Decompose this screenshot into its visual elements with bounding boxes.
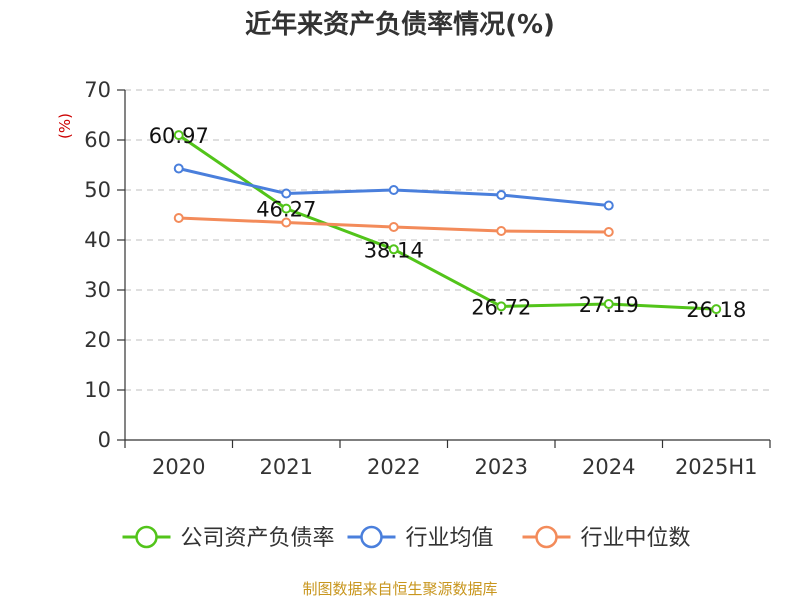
data-point: [496, 190, 507, 200]
legend-marker: [360, 525, 383, 549]
data-label: 60.97: [149, 124, 209, 148]
data-point: [496, 226, 507, 236]
y-tick-label: 40: [84, 228, 111, 252]
legend-item: 公司资产负债率: [122, 525, 335, 551]
data-label: 46.27: [256, 198, 316, 222]
source-note: 制图数据来自恒生聚源数据库: [302, 580, 497, 598]
axes: 0 10 20 30 40 50 60 70 2020 2021 2022 2023 2024 2025H…: [84, 78, 771, 479]
series-line: [177, 133, 717, 311]
data-label: 26.18: [686, 298, 746, 322]
x-tick-label: 2025H1: [675, 455, 758, 479]
data-point: [388, 244, 399, 255]
legend-label: 行业均值: [406, 526, 494, 551]
data-point: [711, 304, 722, 315]
data-point: [173, 163, 184, 174]
data-labels: 60.97 46.27 38.14 26.72 27.19 26.18: [149, 124, 747, 322]
y-tick-label: 50: [84, 178, 111, 202]
x-tick-label: 2023: [475, 455, 528, 479]
x-tick-label: 2022: [367, 455, 420, 479]
data-label: 26.72: [471, 295, 531, 319]
data-label: 38.14: [364, 238, 424, 262]
y-tick-label: 70: [84, 78, 111, 102]
y-tick-label: 20: [84, 328, 111, 352]
legend-label: 公司资产负债率: [181, 526, 335, 551]
legend-marker: [535, 525, 558, 549]
data-point: [603, 227, 614, 237]
y-tick-label: 0: [98, 428, 111, 452]
data-point: [388, 222, 399, 232]
legend: 公司资产负债率 行业均值 行业中位数: [122, 525, 691, 551]
legend-item: 行业中位数: [522, 525, 691, 551]
data-point: [173, 213, 184, 223]
y-tick-label: 30: [84, 278, 111, 302]
data-point: [496, 301, 507, 312]
data-point: [281, 188, 292, 199]
grid-lines: [125, 89, 770, 391]
data-point: [281, 217, 292, 228]
series-lines: [173, 130, 722, 315]
data-point: [603, 200, 614, 211]
data-point: [603, 299, 614, 310]
y-tick-label: 60: [84, 128, 111, 152]
data-label: 27.19: [579, 293, 639, 317]
legend-item: 行业均值: [347, 525, 494, 551]
data-point: [173, 130, 184, 141]
y-tick-label: 10: [84, 378, 111, 402]
legend-label: 行业中位数: [581, 526, 691, 551]
x-tick-label: 2020: [152, 455, 205, 479]
x-tick-label: 2021: [260, 455, 313, 479]
x-tick-label: 2024: [582, 455, 635, 479]
chart-title: 近年来资产负债率情况(%): [245, 9, 555, 40]
data-point: [388, 185, 399, 195]
data-point: [281, 203, 292, 214]
legend-marker: [135, 525, 158, 549]
y-axis-label: (%): [56, 113, 74, 139]
